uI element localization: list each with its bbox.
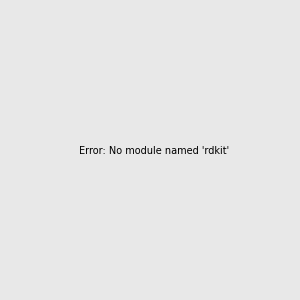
Text: Error: No module named 'rdkit': Error: No module named 'rdkit' (79, 146, 229, 157)
